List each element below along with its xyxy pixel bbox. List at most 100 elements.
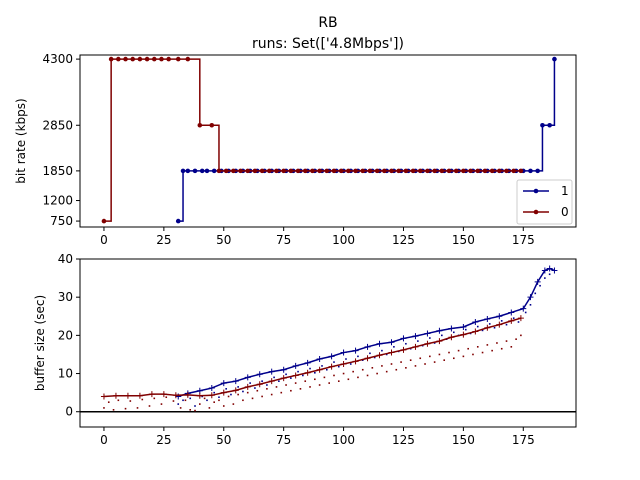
bitrate-y-tick-label: 2850 xyxy=(42,118,73,132)
buffer-scatter-point xyxy=(165,396,167,398)
chart-title: RB xyxy=(318,15,337,31)
buffer-scatter-point xyxy=(257,390,259,392)
buffer-scatter-point xyxy=(247,392,249,394)
buffer-scatter-point xyxy=(137,407,139,409)
bitrate-point-0 xyxy=(152,57,157,62)
bitrate-point-1 xyxy=(212,169,217,174)
buffer-scatter-point xyxy=(494,327,496,329)
buffer-scatter-point xyxy=(153,398,155,400)
bitrate-x-tick-label: 175 xyxy=(512,233,535,247)
buffer-scatter-point xyxy=(539,285,541,287)
buffer-scatter-point xyxy=(496,342,498,344)
bitrate-point-0 xyxy=(166,57,171,62)
buffer-scatter-point xyxy=(348,378,350,380)
buffer-scatter-point xyxy=(391,363,393,365)
bitrate-y-tick-label: 1200 xyxy=(42,194,73,208)
bitrate-point-0 xyxy=(224,169,229,174)
bitrate-point-0 xyxy=(317,169,322,174)
buffer-y-tick-label: 40 xyxy=(58,252,73,266)
buffer-scatter-point xyxy=(130,400,132,402)
buffer-scatter-point xyxy=(515,338,517,340)
buffer-scatter-point xyxy=(218,399,220,401)
buffer-y-tick-label: 0 xyxy=(65,405,73,419)
bitrate-x-tick-label: 150 xyxy=(452,233,475,247)
buffer-scatter-point xyxy=(113,409,115,411)
bitrate-point-1 xyxy=(540,123,545,128)
buffer-scatter-point xyxy=(417,340,419,342)
buffer-scatter-point xyxy=(333,375,335,377)
bitrate-y-tick-label: 4300 xyxy=(42,52,73,66)
buffer-scatter-point xyxy=(419,357,421,359)
buffer-scatter-point xyxy=(372,367,374,369)
bitrate-point-1 xyxy=(193,169,198,174)
buffer-y-tick-label: 30 xyxy=(58,290,73,304)
buffer-scatter-point xyxy=(463,356,465,358)
bitrate-point-0 xyxy=(325,169,330,174)
bitrate-point-0 xyxy=(310,169,315,174)
bitrate-y-axis-label: bit rate (kbps) xyxy=(14,98,28,183)
bitrate-point-0 xyxy=(109,57,114,62)
bitrate-point-1 xyxy=(176,219,181,224)
bitrate-point-0 xyxy=(432,169,437,174)
bitrate-point-0 xyxy=(382,169,387,174)
bitrate-point-0 xyxy=(454,169,459,174)
buffer-scatter-point xyxy=(209,407,211,409)
buffer-scatter-point xyxy=(254,387,256,389)
bitrate-point-1 xyxy=(186,169,191,174)
bitrate-point-0 xyxy=(217,169,222,174)
buffer-scatter-point xyxy=(429,337,431,339)
buffer-scatter-point xyxy=(103,407,105,409)
bitrate-point-0 xyxy=(368,169,373,174)
buffer-scatter-point xyxy=(477,326,479,328)
bitrate-point-1 xyxy=(528,169,533,174)
bitrate-point-0 xyxy=(267,169,272,174)
bitrate-x-tick-label: 50 xyxy=(216,233,231,247)
bitrate-point-0 xyxy=(186,57,191,62)
buffer-scatter-point xyxy=(439,354,441,356)
bitrate-point-0 xyxy=(102,219,107,224)
bitrate-point-0 xyxy=(238,169,243,174)
bitrate-point-0 xyxy=(475,169,480,174)
buffer-scatter-point xyxy=(491,350,493,352)
buffer-scatter-point xyxy=(309,386,311,388)
buffer-scatter-point xyxy=(424,363,426,365)
bitrate-point-0 xyxy=(332,169,337,174)
bitrate-point-0 xyxy=(396,169,401,174)
bitrate-x-tick-label: 125 xyxy=(392,233,415,247)
buffer-scatter-point xyxy=(295,382,297,384)
buffer-scatter-point xyxy=(400,361,402,363)
buffer-scatter-point xyxy=(237,394,239,396)
buffer-scatter-point xyxy=(252,398,254,400)
bitrate-point-1 xyxy=(552,57,557,62)
bitrate-point-0 xyxy=(519,169,524,174)
buffer-scatter-point xyxy=(352,371,354,373)
buffer-scatter-point xyxy=(213,401,215,403)
buffer-scatter-point xyxy=(304,380,306,382)
buffer-scatter-point xyxy=(472,354,474,356)
buffer-scatter-point xyxy=(405,343,407,345)
bitrate-point-0 xyxy=(281,169,286,174)
buffer-scatter-point xyxy=(271,394,273,396)
buffer-x-tick-label: 150 xyxy=(452,433,475,447)
buffer-y-tick-label: 20 xyxy=(58,328,73,342)
buffer-scatter-point xyxy=(393,346,395,348)
buffer-scatter-point xyxy=(118,399,120,401)
bitrate-point-1 xyxy=(535,169,540,174)
buffer-scatter-point xyxy=(343,373,345,375)
buffer-scatter-point xyxy=(465,329,467,331)
bitrate-point-0 xyxy=(231,169,236,174)
buffer-scatter-point xyxy=(441,335,443,337)
legend-label-1: 1 xyxy=(561,184,569,198)
legend-marker-1 xyxy=(534,189,539,194)
bitrate-point-0 xyxy=(468,169,473,174)
buffer-x-tick-label: 75 xyxy=(276,433,291,447)
buffer-scatter-point xyxy=(280,392,282,394)
bitrate-point-0 xyxy=(461,169,466,174)
buffer-scatter-point xyxy=(338,380,340,382)
buffer-scatter-point xyxy=(319,384,321,386)
buffer-scatter-point xyxy=(324,377,326,379)
bitrate-point-1 xyxy=(547,123,552,128)
buffer-scatter-point xyxy=(443,359,445,361)
